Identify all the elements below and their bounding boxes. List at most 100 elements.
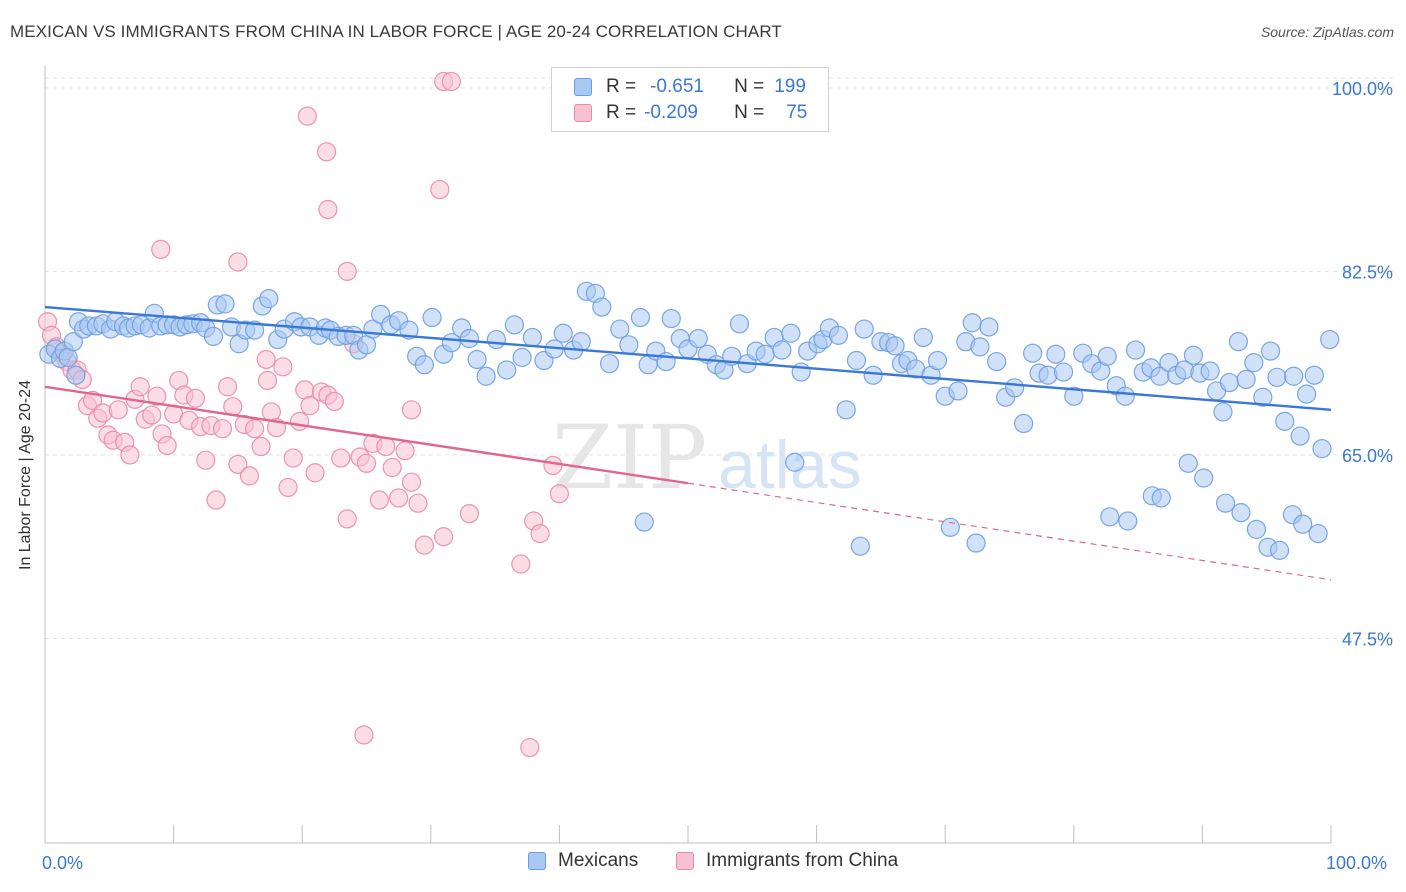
mexicans-point	[1253, 387, 1273, 407]
mexicans-point	[854, 319, 874, 339]
legend-r-value: -0.209	[644, 102, 698, 123]
china-point	[147, 386, 167, 406]
mexicans-point	[1097, 346, 1117, 366]
china-point	[297, 106, 317, 126]
series-mexicans-points	[39, 281, 1340, 560]
mexicans-point	[571, 332, 591, 352]
china-point	[206, 490, 226, 510]
china-point	[300, 396, 320, 416]
china-point	[93, 403, 113, 423]
chart-title: MEXICAN VS IMMIGRANTS FROM CHINA IN LABO…	[10, 22, 782, 41]
china-point	[356, 453, 377, 473]
mexicans-point	[215, 294, 235, 314]
mexicans-point	[1244, 353, 1264, 373]
china-point	[369, 490, 389, 510]
mexicans-point	[467, 349, 487, 370]
mexicans-point	[927, 350, 948, 371]
mexicans-point	[729, 314, 750, 334]
mexicans-point	[1308, 523, 1328, 544]
china-point	[530, 523, 550, 544]
mexicans-point	[966, 533, 986, 553]
mexicans-point	[497, 360, 517, 380]
mexicans-point	[772, 340, 792, 360]
china-point	[434, 527, 454, 547]
mexicans-point	[610, 319, 630, 339]
china-point	[185, 388, 206, 408]
china-point	[245, 419, 265, 439]
china-point	[239, 466, 260, 486]
mexicans-point	[63, 332, 83, 352]
mexicans-point	[1183, 345, 1203, 365]
watermark-zip: ZIP	[552, 406, 707, 509]
china-point	[157, 435, 177, 456]
mexicans-point	[913, 327, 933, 348]
y-tick-label: 82.5%	[1342, 262, 1393, 282]
mexicans-point	[634, 512, 654, 532]
china-point	[257, 370, 278, 391]
mexicans-point	[781, 323, 801, 343]
china-point	[317, 142, 337, 162]
china-point	[130, 377, 150, 397]
mexicans-point	[259, 289, 279, 309]
mexicans-point	[592, 297, 612, 317]
legend-n-label: N =	[734, 76, 765, 97]
mexicans-point	[522, 327, 542, 348]
china-point	[382, 457, 402, 478]
mexicans-point	[1236, 369, 1256, 390]
mexicans-point	[885, 336, 905, 356]
bottom-legend-swatch-pink	[676, 852, 694, 870]
china-point	[251, 436, 271, 457]
bottom-legend-china: Immigrants from China	[676, 850, 898, 872]
mexicans-point	[1038, 365, 1058, 385]
mexicans-point	[1115, 386, 1135, 406]
mexicans-point	[1267, 367, 1287, 387]
mexicans-point	[1284, 366, 1304, 386]
china-point	[520, 737, 540, 758]
source-label: Source: ZipAtlas.com	[1260, 24, 1394, 40]
mexicans-point	[1320, 329, 1340, 350]
mexicans-point	[422, 307, 442, 328]
china-point	[459, 504, 479, 524]
china-point	[376, 436, 396, 457]
china-point	[337, 261, 357, 281]
mexicans-point	[850, 536, 870, 556]
mexicans-point	[661, 308, 681, 329]
china-point	[430, 179, 450, 200]
mexicans-point	[599, 354, 620, 374]
correlation-legend: R = -0.651 N = 199 R = -0.209 N = 75	[551, 67, 829, 132]
china-point	[151, 239, 171, 259]
mexicans-point	[504, 315, 524, 335]
china-point	[196, 450, 216, 470]
china-trend-line	[44, 385, 689, 485]
mexicans-point	[512, 347, 532, 367]
mexicans-point	[863, 365, 883, 385]
legend-r-label: R =	[606, 76, 637, 97]
mexicans-point	[1100, 507, 1120, 527]
legend-r-label: R =	[606, 102, 637, 123]
china-point	[108, 400, 128, 420]
china-point	[543, 455, 563, 476]
china-point	[441, 71, 461, 92]
mexicans-point	[979, 317, 999, 337]
mexicans-point	[1260, 341, 1281, 361]
zipatlas-watermark: ZIP atlas	[552, 406, 862, 509]
china-point	[395, 441, 415, 461]
mexicans-point	[836, 400, 856, 420]
china-point	[218, 377, 238, 397]
china-point	[212, 419, 233, 439]
china-point	[120, 445, 140, 465]
legend-n-label: N =	[734, 102, 765, 123]
mexicans-point	[414, 355, 434, 375]
mexicans-point	[1213, 402, 1233, 422]
mexicans-point	[486, 329, 506, 350]
mexicans-point	[1178, 453, 1198, 473]
mexicans-point	[785, 452, 805, 472]
china-point	[256, 349, 276, 370]
mexicans-point	[553, 323, 573, 343]
mexicans-point	[1118, 511, 1138, 531]
mexicans-point	[1053, 362, 1074, 382]
y-tick-label: 65.0%	[1342, 446, 1393, 466]
china-point	[324, 391, 344, 412]
mexicans-point	[688, 328, 708, 349]
